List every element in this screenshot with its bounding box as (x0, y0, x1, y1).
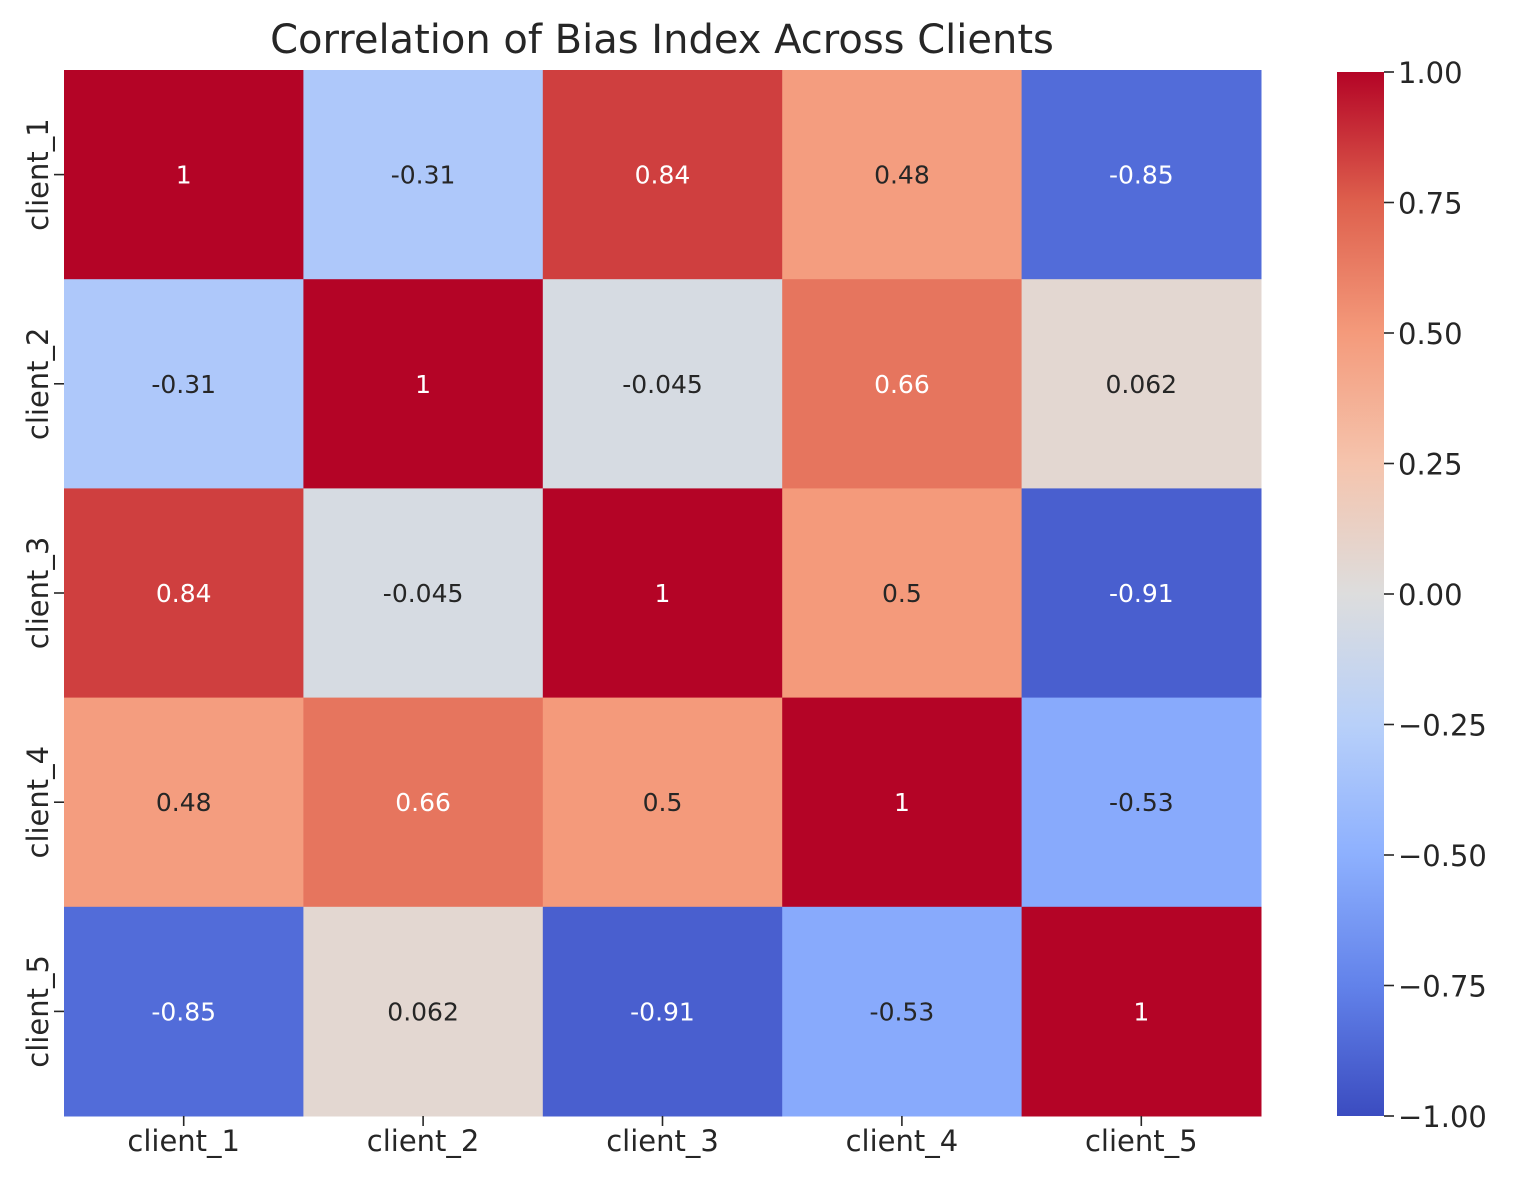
heatmap-cell (64, 279, 304, 489)
cell-label: 0.48 (156, 788, 212, 817)
y-tick-label: client_5 (21, 955, 55, 1068)
colorbar-tick-label: −0.50 (1398, 839, 1487, 873)
y-tick-label: client_1 (21, 118, 55, 231)
colorbar: 1.00 0.75 0.50 0.25 0.00 −0.25 −0.50 −0.75 −1.00 (1337, 56, 1487, 1134)
heatmap-cell (782, 70, 1023, 280)
x-tick-label: client_4 (846, 1124, 959, 1158)
heatmap-cell (303, 906, 544, 1117)
heatmap-cell (303, 697, 544, 908)
cell-label: -0.85 (1109, 161, 1174, 190)
heatmap-cell (542, 279, 783, 489)
cell-label: 1 (655, 579, 671, 608)
cell-label: 0.84 (156, 579, 212, 608)
heatmap-cell (1021, 488, 1262, 699)
heatmap-cell (782, 906, 1023, 1117)
cell-label: 1 (1133, 997, 1149, 1026)
heatmap-cell (782, 697, 1023, 908)
cell-label: 0.5 (643, 788, 683, 817)
colorbar-tick-label: 0.00 (1398, 578, 1463, 612)
cell-label: 0.48 (874, 161, 930, 190)
heatmap-cell (303, 70, 544, 280)
heatmap-cell (1021, 906, 1262, 1117)
heatmap-cell (542, 70, 783, 280)
colorbar-tick-label: −0.25 (1398, 709, 1487, 743)
heatmap-cell (64, 906, 304, 1117)
heatmap-cell (303, 279, 544, 489)
chart-title: Correlation of Bias Index Across Clients (270, 17, 1054, 63)
colorbar-tick-label: 1.00 (1398, 56, 1463, 90)
x-tick-label: client_1 (127, 1124, 240, 1158)
cell-label: -0.31 (151, 370, 216, 399)
y-tick-label: client_2 (21, 327, 55, 440)
cell-label: -0.53 (1109, 788, 1174, 817)
cell-label: 0.66 (395, 788, 451, 817)
cell-label: 1 (894, 788, 910, 817)
cell-label: 1 (415, 370, 431, 399)
cell-label: 1 (176, 161, 192, 190)
y-tick-label: client_4 (21, 746, 55, 859)
cell-label: -0.31 (391, 161, 456, 190)
heatmap-cell (782, 488, 1023, 699)
heatmap-cell (542, 906, 783, 1117)
heatmap-cell (64, 70, 304, 280)
x-axis: client_1 client_2 client_3 client_4 client_5 (127, 1116, 1198, 1158)
colorbar-tick-label: −0.75 (1398, 970, 1487, 1004)
heatmap-cell (64, 697, 304, 908)
cell-label: -0.53 (870, 997, 935, 1026)
heatmap-cell (542, 697, 783, 908)
cell-label: 0.062 (1106, 370, 1178, 399)
cell-label: 0.84 (635, 161, 691, 190)
cell-label: -0.85 (151, 997, 216, 1026)
cell-label: -0.91 (1109, 579, 1174, 608)
cell-label: -0.91 (630, 997, 695, 1026)
cell-label: -0.045 (622, 370, 703, 399)
heatmap-cell (1021, 279, 1262, 489)
colorbar-tick-label: 0.50 (1398, 317, 1463, 351)
heatmap-cell (1021, 70, 1262, 280)
cell-label: 0.5 (882, 579, 922, 608)
heatmap-cell (303, 488, 544, 699)
colorbar-tick-label: 0.75 (1398, 187, 1463, 221)
cell-label: -0.045 (383, 579, 464, 608)
heatmap-cells: 1 -0.31 0.84 0.48 -0.85 -0.31 1 -0.045 0.66 0.062… (64, 70, 1262, 1117)
x-tick-label: client_3 (606, 1124, 719, 1158)
heatmap-cell (1021, 697, 1262, 908)
colorbar-gradient (1337, 72, 1384, 1116)
x-tick-label: client_5 (1085, 1124, 1198, 1158)
y-axis: client_1 client_2 client_3 client_4 client_5 (21, 118, 64, 1068)
colorbar-tick-label: −1.00 (1398, 1100, 1487, 1134)
colorbar-tick-label: 0.25 (1398, 448, 1463, 482)
cell-label: 0.062 (387, 997, 459, 1026)
cell-label: 0.66 (874, 370, 930, 399)
heatmap-cell (782, 279, 1023, 489)
heatmap-cell (542, 488, 783, 699)
y-tick-label: client_3 (21, 537, 55, 650)
x-tick-label: client_2 (367, 1124, 480, 1158)
heatmap-cell (64, 488, 304, 699)
